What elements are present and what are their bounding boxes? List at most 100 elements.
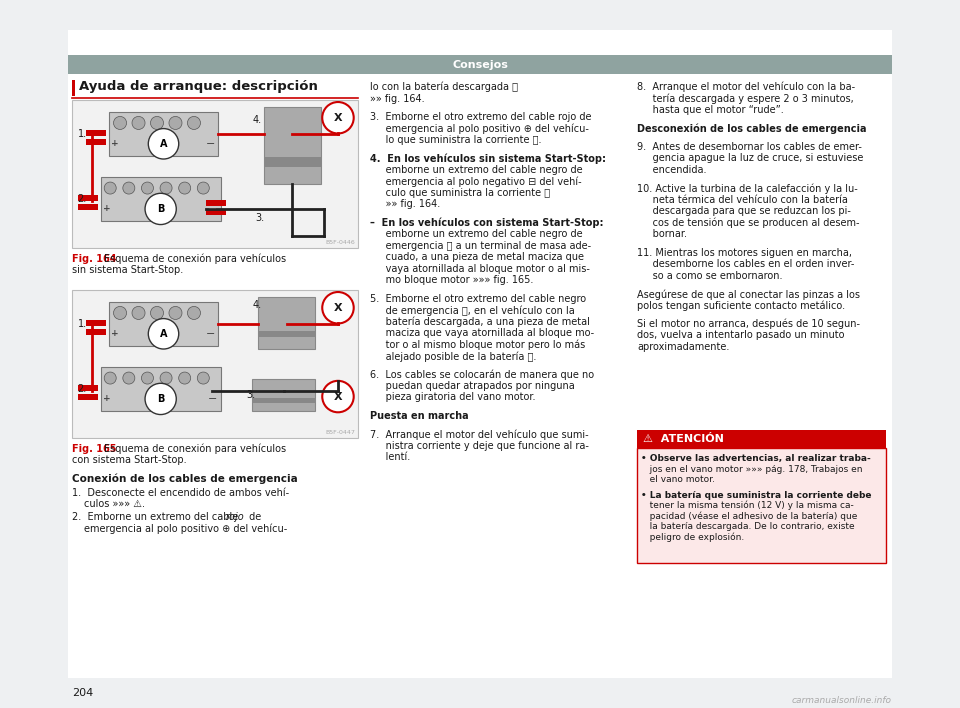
Text: cuado, a una pieza de metal maciza que: cuado, a una pieza de metal maciza que [370, 252, 584, 262]
Circle shape [323, 292, 353, 324]
Circle shape [198, 182, 209, 194]
Text: de emergencia Ⓧ, en el vehículo con la: de emergencia Ⓧ, en el vehículo con la [370, 305, 575, 316]
Text: emergencia al polo positivo ⊕ del vehícu-: emergencia al polo positivo ⊕ del vehícu… [84, 523, 287, 534]
Text: tería descargada y espere 2 o 3 minutos,: tería descargada y espere 2 o 3 minutos, [637, 93, 853, 104]
Text: B5F-0446: B5F-0446 [325, 240, 355, 245]
Text: encendida.: encendida. [637, 165, 707, 175]
Text: 2.  Emborne un extremo del cable: 2. Emborne un extremo del cable [72, 512, 241, 522]
Text: Esquema de conexión para vehículos: Esquema de conexión para vehículos [104, 254, 286, 265]
Bar [109, 112, 218, 156]
Circle shape [105, 372, 116, 384]
Bar [86, 329, 107, 335]
Circle shape [132, 116, 145, 130]
Text: aproximadamente.: aproximadamente. [637, 342, 730, 352]
Text: batería descargada, a una pieza de metal: batería descargada, a una pieza de metal [370, 316, 589, 327]
Text: X: X [334, 303, 343, 313]
Circle shape [148, 319, 179, 349]
Circle shape [160, 182, 172, 194]
Text: Fig. 164: Fig. 164 [72, 254, 116, 264]
Text: lentí.: lentí. [370, 452, 410, 462]
Circle shape [179, 372, 191, 384]
Text: 2.: 2. [78, 384, 87, 394]
Text: +: + [103, 394, 110, 404]
Circle shape [113, 116, 127, 130]
Text: emborne un extremo del cable negro de: emborne un extremo del cable negro de [370, 165, 583, 175]
Circle shape [179, 182, 191, 194]
Text: mo bloque motor »»» fig. 165.: mo bloque motor »»» fig. 165. [370, 275, 534, 285]
Text: lo que suministra la corriente Ⓑ.: lo que suministra la corriente Ⓑ. [370, 135, 541, 145]
Bar [86, 130, 107, 136]
Circle shape [198, 372, 209, 384]
Bar [78, 205, 98, 210]
Text: emergencia al polo negativo ⊟ del vehí-: emergencia al polo negativo ⊟ del vehí- [370, 176, 582, 187]
Text: 6.  Los cables se colocarán de manera que no: 6. Los cables se colocarán de manera que… [370, 370, 594, 380]
Text: A: A [159, 139, 167, 149]
Text: 3.  Emborne el otro extremo del cable rojo de: 3. Emborne el otro extremo del cable roj… [370, 112, 591, 122]
Text: X: X [334, 113, 343, 122]
Text: culos »»» ⚠.: culos »»» ⚠. [84, 499, 145, 509]
Text: • La batería que suministra la corriente debe: • La batería que suministra la corriente… [641, 491, 872, 500]
Text: 1.  Desconecte el encendido de ambos vehí-: 1. Desconecte el encendido de ambos vehí… [72, 488, 289, 498]
Circle shape [105, 182, 116, 194]
Text: 1.: 1. [78, 129, 86, 139]
Text: bornar.: bornar. [637, 229, 687, 239]
Bar [258, 331, 315, 337]
Circle shape [145, 193, 177, 224]
Text: gencia apague la luz de cruce, si estuviese: gencia apague la luz de cruce, si estuvi… [637, 154, 863, 164]
Bar [252, 379, 315, 411]
Bar [258, 297, 315, 349]
Text: 204: 204 [72, 688, 93, 698]
Text: alejado posible de la batería Ⓐ.: alejado posible de la batería Ⓐ. [370, 351, 537, 362]
Text: lo con la batería descargada Ⓐ: lo con la batería descargada Ⓐ [370, 82, 518, 93]
Text: tener la misma tensión (12 V) y la misma ca-: tener la misma tensión (12 V) y la misma… [641, 501, 853, 510]
Circle shape [187, 307, 201, 319]
Text: −: − [205, 139, 215, 149]
Circle shape [141, 182, 154, 194]
Text: pieza giratoria del vano motor.: pieza giratoria del vano motor. [370, 392, 536, 403]
Text: »» fig. 164.: »» fig. 164. [370, 199, 441, 210]
Bar [86, 320, 107, 326]
Circle shape [169, 116, 182, 130]
Text: pacidad (véase el adhesivo de la batería) que: pacidad (véase el adhesivo de la batería… [641, 511, 857, 521]
Text: −: − [207, 394, 217, 404]
Text: polos tengan suficiente contacto metálico.: polos tengan suficiente contacto metálic… [637, 300, 845, 311]
Bar [206, 200, 227, 206]
Text: Consejos: Consejos [452, 59, 508, 69]
Text: emborne un extremo del cable negro de: emborne un extremo del cable negro de [370, 229, 583, 239]
Text: B: B [157, 204, 164, 214]
Text: B5F-0447: B5F-0447 [325, 430, 355, 435]
Text: descargada para que se reduzcan los pi-: descargada para que se reduzcan los pi- [637, 206, 851, 216]
Text: 2.: 2. [78, 194, 87, 204]
Text: »» fig. 164.: »» fig. 164. [370, 93, 424, 103]
Circle shape [151, 116, 163, 130]
Bar [86, 139, 107, 145]
Text: 8.  Arranque el motor del vehículo con la ba-: 8. Arranque el motor del vehículo con la… [637, 82, 855, 93]
Bar [637, 430, 886, 448]
Circle shape [187, 116, 201, 130]
Text: Esquema de conexión para vehículos: Esquema de conexión para vehículos [104, 444, 286, 455]
Circle shape [145, 383, 177, 415]
Circle shape [323, 102, 353, 134]
Text: con sistema Start-Stop.: con sistema Start-Stop. [72, 455, 186, 465]
Text: +: + [110, 329, 118, 338]
Text: +: + [103, 205, 110, 213]
Circle shape [141, 372, 154, 384]
Text: • Observe las advertencias, al realizar traba-: • Observe las advertencias, al realizar … [641, 454, 871, 463]
Text: −: − [207, 204, 217, 214]
Text: Ayuda de arranque: descripción: Ayuda de arranque: descripción [79, 80, 318, 93]
Text: de: de [246, 512, 261, 522]
Text: +: + [110, 139, 118, 148]
Text: el vano motor.: el vano motor. [641, 475, 715, 484]
Text: 1.: 1. [78, 319, 86, 329]
Bar [252, 399, 315, 404]
Circle shape [323, 381, 353, 412]
Text: emergencia Ⓧ a un terminal de masa ade-: emergencia Ⓧ a un terminal de masa ade- [370, 241, 591, 251]
Text: X: X [334, 392, 343, 401]
Bar [68, 55, 892, 74]
Text: emergencia al polo positivo ⊕ del vehícu-: emergencia al polo positivo ⊕ del vehícu… [370, 123, 588, 134]
Text: A: A [159, 329, 167, 339]
Text: 11. Mientras los motores siguen en marcha,: 11. Mientras los motores siguen en march… [637, 248, 852, 258]
Text: 3.: 3. [247, 390, 255, 400]
Bar [78, 385, 98, 392]
Text: tor o al mismo bloque motor pero lo más: tor o al mismo bloque motor pero lo más [370, 340, 586, 350]
